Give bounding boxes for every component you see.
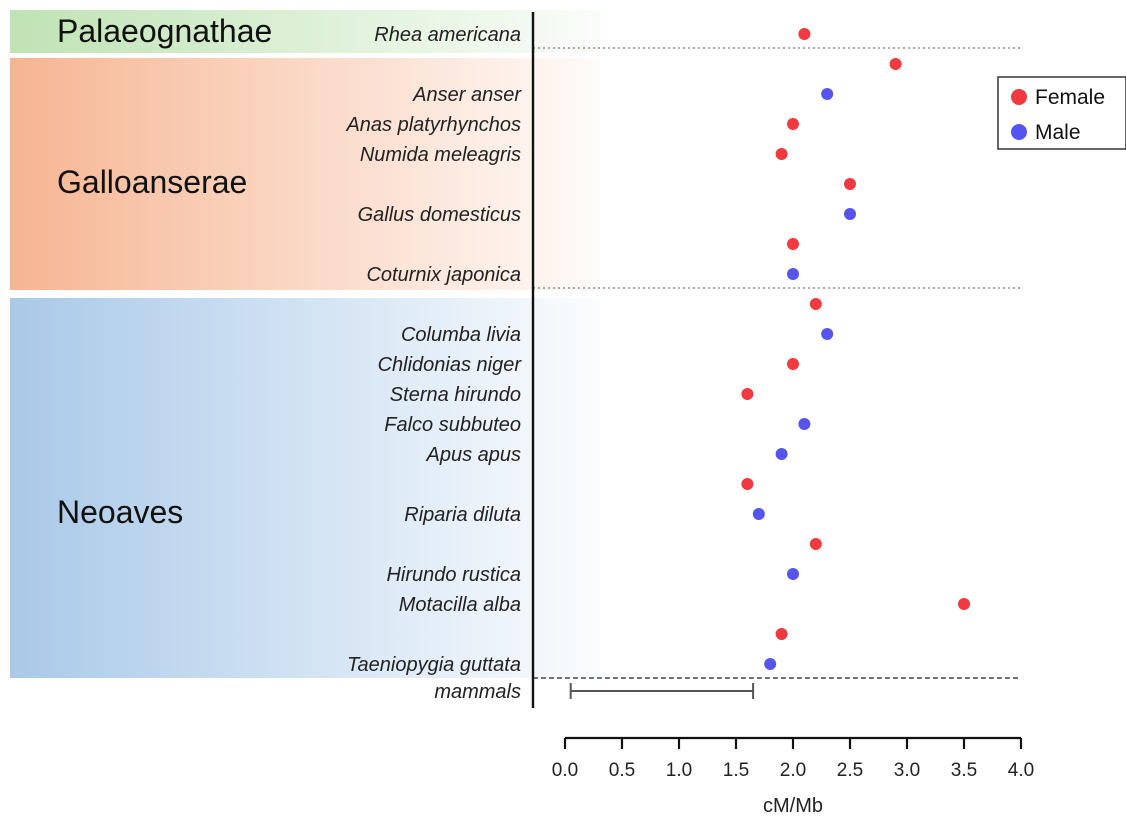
species-label: Anas platyrhynchos — [345, 114, 521, 136]
group-band-galloanserae — [10, 58, 600, 290]
x-tick-label: 1.0 — [666, 760, 692, 781]
data-point-male — [798, 418, 811, 430]
legend-label: Female — [1035, 86, 1105, 109]
species-label: Motacilla alba — [399, 594, 521, 616]
data-point-female — [787, 358, 799, 370]
x-tick-label: 0.5 — [609, 760, 635, 781]
legend-marker-male — [1011, 124, 1027, 140]
species-label: mammals — [434, 681, 521, 703]
group-band-palaeognathae — [10, 10, 600, 53]
data-point-female — [787, 238, 799, 250]
species-label: Rhea americana — [374, 24, 521, 46]
group-label: Galloanserae — [57, 164, 247, 200]
data-point-female — [741, 388, 754, 400]
data-point-female — [809, 298, 822, 310]
data-point-male — [752, 508, 765, 520]
group-band-neoaves — [10, 298, 600, 678]
species-label: Apus apus — [425, 444, 521, 466]
data-point-female — [958, 598, 970, 610]
x-tick-label: 1.5 — [723, 760, 749, 781]
data-point-female — [775, 628, 788, 640]
x-tick-label: 3.0 — [894, 760, 920, 781]
species-label: Gallus domesticus — [358, 204, 521, 226]
group-label: Palaeognathae — [57, 13, 272, 49]
data-point-female — [889, 58, 902, 70]
x-tick-label: 2.5 — [837, 760, 863, 781]
data-point-female — [798, 28, 811, 40]
group-label: Neoaves — [57, 494, 183, 530]
species-label: Chlidonias niger — [378, 354, 523, 376]
species-label: Riparia diluta — [404, 504, 521, 526]
data-point-female — [844, 178, 856, 190]
species-label: Columba livia — [401, 324, 521, 346]
data-point-male — [787, 268, 799, 280]
data-point-male — [787, 568, 799, 580]
species-label: Hirundo rustica — [386, 564, 521, 586]
x-tick-label: 2.0 — [780, 760, 806, 781]
data-point-female — [787, 118, 799, 130]
data-point-male — [775, 448, 788, 460]
data-point-female — [809, 538, 822, 550]
x-tick-label: 4.0 — [1008, 760, 1034, 781]
x-tick-label: 0.0 — [552, 760, 578, 781]
x-axis-title: cM/Mb — [763, 795, 823, 817]
data-point-male — [764, 658, 777, 670]
species-label: Numida meleagris — [360, 144, 521, 166]
x-tick-label: 3.5 — [951, 760, 977, 781]
species-label: Falco subbuteo — [384, 414, 521, 436]
legend-label: Male — [1035, 121, 1081, 144]
data-point-male — [821, 88, 834, 100]
data-point-female — [741, 478, 754, 490]
data-point-male — [844, 208, 856, 220]
data-point-female — [775, 148, 788, 160]
legend-marker-female — [1011, 89, 1027, 105]
species-label: Taeniopygia guttata — [347, 654, 521, 676]
species-label: Coturnix japonica — [366, 264, 521, 286]
species-label: Anser anser — [412, 84, 522, 106]
data-point-male — [821, 328, 834, 340]
species-label: Sterna hirundo — [390, 384, 521, 406]
